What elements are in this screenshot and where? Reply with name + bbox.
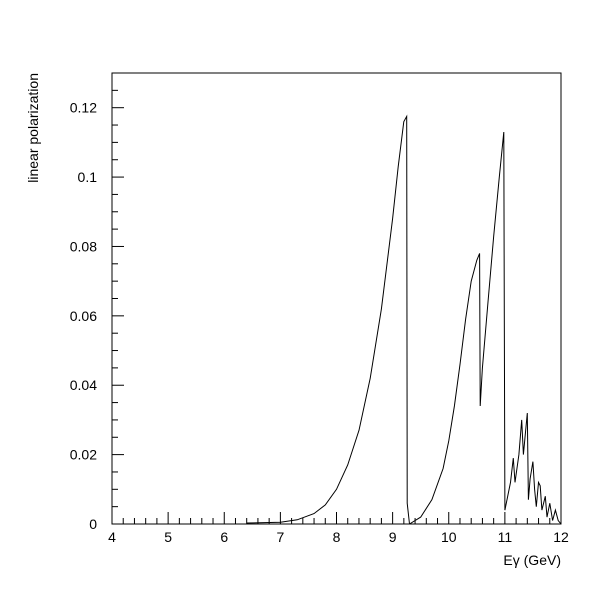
x-tick-label: 12 [553, 529, 569, 545]
y-axis-label: linear polarization [25, 73, 41, 183]
y-tick-label: 0.04 [70, 377, 97, 393]
x-axis-label: Eγ (GeV) [503, 552, 561, 568]
y-tick-label: 0.02 [70, 447, 97, 463]
x-tick-label: 6 [220, 529, 228, 545]
plot-frame [111, 72, 562, 525]
y-tick-label: 0.06 [70, 308, 97, 324]
x-tick-labels: 4 5 6 7 8 9 10 11 12 [108, 529, 569, 545]
y-tick-labels: 0 0.02 0.04 0.06 0.08 0.1 0.12 [70, 100, 97, 532]
series-line-3 [504, 412, 562, 525]
x-tick-label: 9 [389, 529, 397, 545]
y-tick-label: 0.1 [78, 169, 98, 185]
x-tick-label: 11 [498, 529, 513, 545]
x-tick-label: 10 [441, 529, 457, 545]
x-tick-label: 4 [108, 529, 116, 545]
y-tick-label: 0 [89, 516, 97, 532]
y-tick-label: 0.08 [70, 238, 97, 254]
series-line-2 [409, 131, 506, 525]
x-tick-label: 7 [276, 529, 284, 545]
series-line-1 [246, 114, 410, 525]
axis-ticks [111, 72, 562, 525]
x-tick-label: 8 [333, 529, 341, 545]
y-tick-label: 0.12 [70, 100, 97, 116]
x-tick-label: 5 [164, 529, 172, 545]
series-group [246, 114, 562, 525]
